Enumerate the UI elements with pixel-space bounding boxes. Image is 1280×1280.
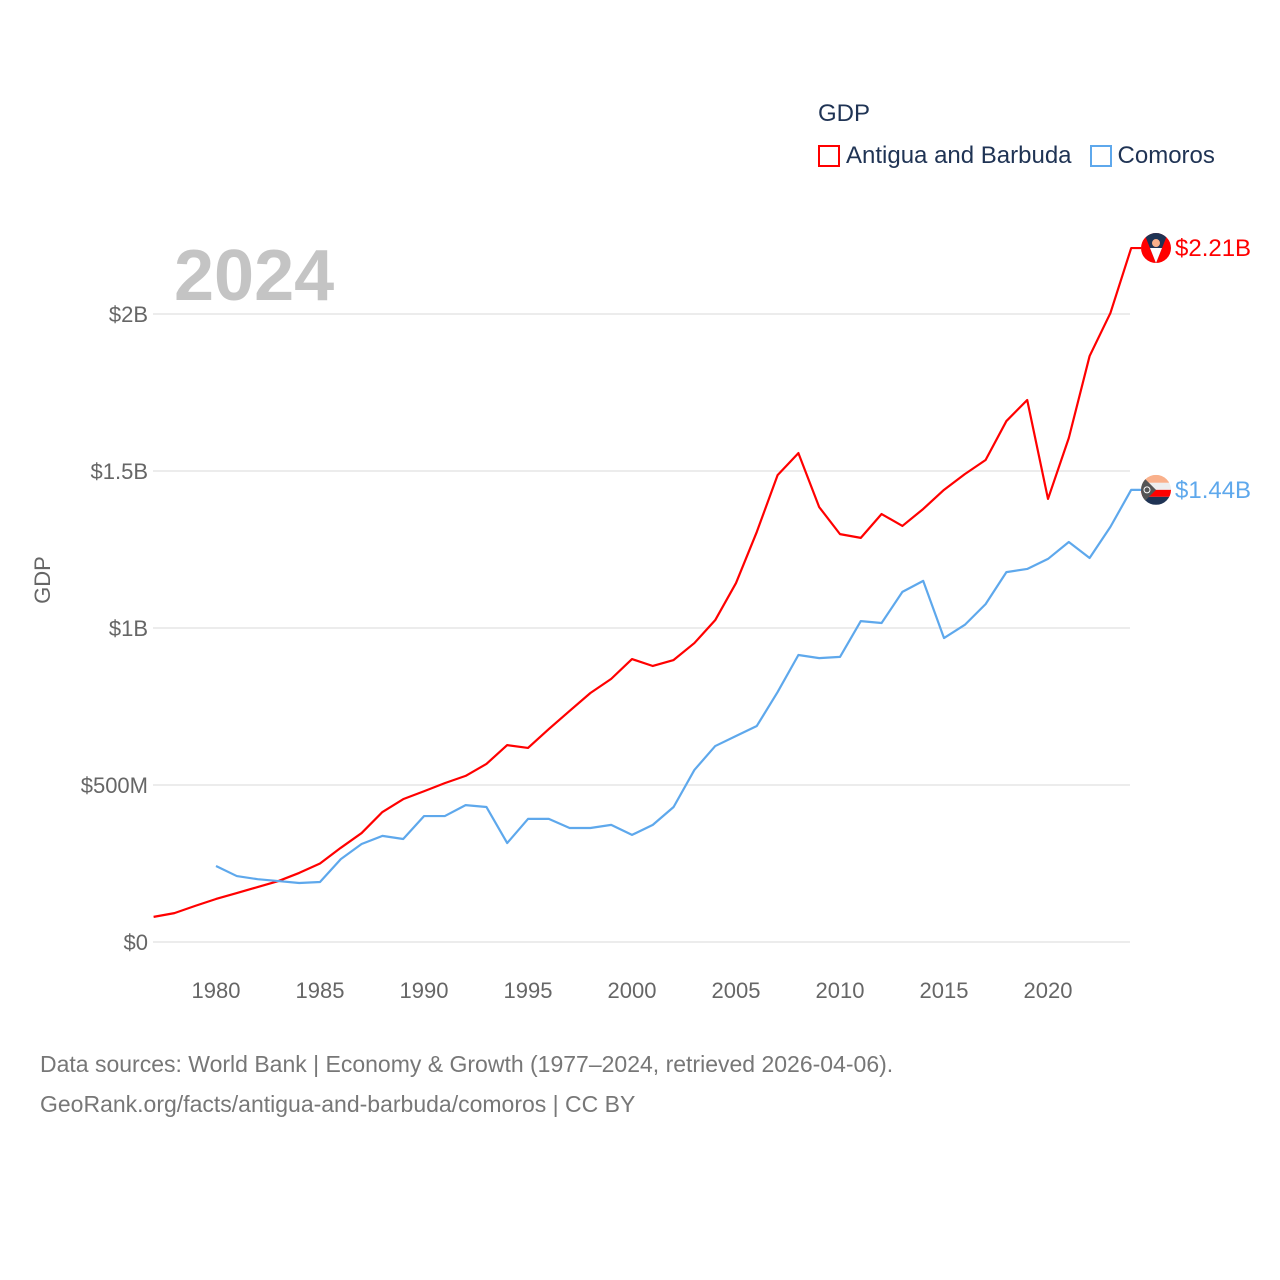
end-value-label-antigua: $2.21B — [1175, 235, 1251, 262]
legend: Antigua and Barbuda Comoros — [818, 142, 1215, 170]
x-tick-label: 1980 — [192, 978, 241, 1003]
legend-label-comoros: Comoros — [1117, 142, 1215, 169]
x-tick-label: 2005 — [712, 978, 761, 1003]
x-tick-label: 2020 — [1024, 978, 1073, 1003]
legend-swatch-comoros — [1089, 145, 1112, 167]
legend-item-comoros[interactable]: Comoros — [1089, 142, 1215, 170]
x-tick-label: 1995 — [504, 978, 553, 1003]
y-tick-label: $1B — [109, 616, 148, 641]
legend-title: GDP — [818, 100, 871, 127]
data-source-text: Data sources: World Bank | Economy & Gro… — [40, 1051, 894, 1077]
comoros-flag-icon — [1141, 474, 1171, 505]
y-tick-label: $1.5B — [91, 459, 149, 484]
x-tick-label: 2000 — [608, 978, 657, 1003]
antigua-and-barbuda-flag-icon — [1141, 233, 1171, 264]
x-tick-label: 2015 — [920, 978, 969, 1003]
y-tick-label: $500M — [81, 773, 148, 798]
legend-swatch-antigua — [818, 145, 840, 167]
series-line-comoros — [215, 488, 1142, 885]
year-watermark: 2024 — [174, 236, 334, 316]
attribution-link[interactable]: GeoRank.org/facts/antigua-and-barbuda/co… — [40, 1091, 636, 1117]
legend-label-antigua: Antigua and Barbuda — [846, 142, 1072, 169]
series-line-antigua — [153, 246, 1142, 918]
end-value-label-comoros: $1.44B — [1175, 477, 1251, 504]
y-tick-label: $0 — [124, 930, 148, 955]
x-tick-label: 1990 — [400, 978, 449, 1003]
x-tick-label: 2010 — [816, 978, 865, 1003]
legend-item-antigua[interactable]: Antigua and Barbuda — [818, 142, 1072, 170]
y-axis-label: GDP — [30, 556, 55, 604]
x-tick-label: 1985 — [296, 978, 345, 1003]
footer: Data sources: World Bank | Economy & Gro… — [40, 1044, 893, 1124]
y-tick-label: $2B — [109, 302, 148, 327]
